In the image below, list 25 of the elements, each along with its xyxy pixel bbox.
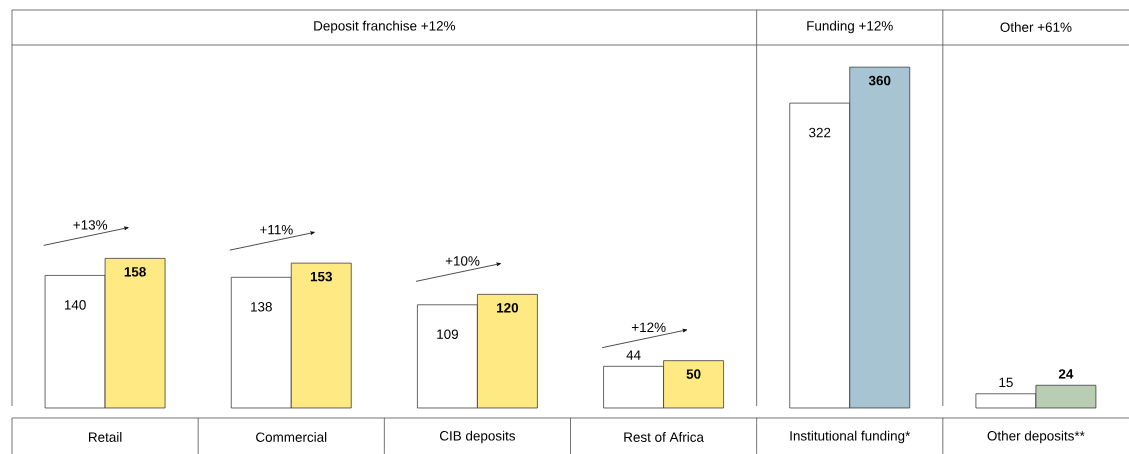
x-tick-label: CIB deposits xyxy=(439,430,516,444)
data-label: 109 xyxy=(437,329,458,339)
data-label: 153 xyxy=(310,271,332,282)
x-tick-label: Rest of Africa xyxy=(624,432,704,442)
data-label: 138 xyxy=(251,302,272,312)
text: Funding +12% xyxy=(807,20,893,34)
data-label: 44 xyxy=(626,350,641,360)
x-tick-label: Retail xyxy=(89,432,122,442)
x-tick-label: Other deposits** xyxy=(987,430,1085,444)
x-tick-label: Institutional funding* xyxy=(790,430,911,444)
data-label: 322 xyxy=(809,127,831,138)
data-label: 50 xyxy=(686,369,701,379)
text: Other +61% xyxy=(1000,22,1072,32)
data-label: 360 xyxy=(868,75,891,86)
data-label: 15 xyxy=(999,377,1013,388)
data-label: 24 xyxy=(1058,369,1074,379)
data-label: 158 xyxy=(124,267,146,277)
annotation: +12% xyxy=(631,322,666,332)
annotation: +11% xyxy=(260,225,293,235)
text: Deposit franchise +12% xyxy=(314,20,456,34)
annotation: +10% xyxy=(445,256,480,266)
data-label: 120 xyxy=(497,303,519,313)
data-label: 140 xyxy=(64,300,86,310)
annotation: +13% xyxy=(73,220,108,230)
x-tick-label: Commercial xyxy=(256,432,327,442)
